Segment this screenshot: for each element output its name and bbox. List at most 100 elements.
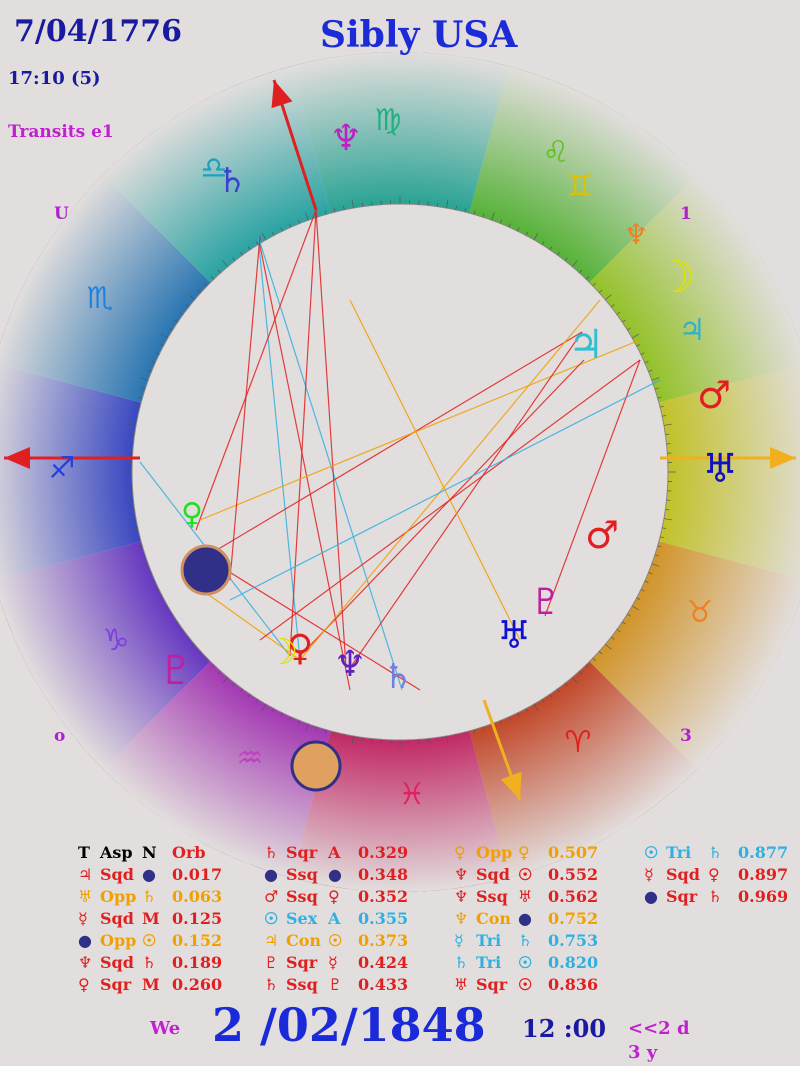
aspect-row: ♄ Tri ☉ 0.820 xyxy=(454,952,604,974)
aspect-type: Sqd xyxy=(100,953,134,972)
degree-tick xyxy=(324,729,327,734)
aspect-orb: 0.552 xyxy=(548,865,599,884)
planet-glyph: ♆ xyxy=(334,644,366,685)
zodiac-sign-glyph: ♎ xyxy=(201,151,228,186)
chart-title: Sibly USA xyxy=(320,14,518,56)
degree-tick xyxy=(128,518,137,521)
degree-tick xyxy=(185,304,190,308)
aspect-natal-planet: ☉ xyxy=(518,953,533,972)
degree-tick xyxy=(174,621,179,625)
zodiac-sign-glyph: ♑ xyxy=(103,623,130,658)
degree-tick xyxy=(343,205,345,210)
degree-tick xyxy=(147,369,152,372)
aspect-type: Sex xyxy=(286,909,318,928)
degree-tick xyxy=(579,670,583,675)
degree-tick xyxy=(564,257,568,262)
transit-time[interactable]: 12 :00 xyxy=(522,1014,607,1043)
aspect-natal-planet: ♄ xyxy=(708,887,723,906)
degree-tick xyxy=(482,213,485,218)
aspect-transit-planet: ● xyxy=(264,865,278,884)
degree-tick xyxy=(541,699,545,703)
degree-tick xyxy=(135,536,141,539)
aspect-row: ☉ Sex A 0.355 xyxy=(264,908,414,930)
aspect-orb: 0.348 xyxy=(358,865,409,884)
transits-label[interactable]: Transits e1 xyxy=(8,122,114,142)
degree-tick xyxy=(654,387,659,390)
step-back-button[interactable]: <<2 d xyxy=(628,1018,690,1039)
transit-date[interactable]: 2 /02/1848 xyxy=(212,998,486,1052)
zodiac-sign-glyph: ♍ xyxy=(375,103,402,138)
aspect-orb: 0.125 xyxy=(172,909,223,928)
degree-tick xyxy=(648,572,653,575)
degree-tick xyxy=(324,210,327,215)
aspect-row: ● Opp ☉ 0.152 xyxy=(78,930,228,952)
aspect-line xyxy=(349,299,521,641)
degree-tick xyxy=(204,282,208,287)
planet-glyph: ♇ xyxy=(530,582,562,623)
aspect-type: Sqr xyxy=(666,887,698,906)
degree-tick xyxy=(446,735,449,744)
degree-tick xyxy=(464,207,467,213)
planet-glyph: ♀ xyxy=(181,497,203,532)
degree-tick xyxy=(517,712,520,717)
aspect-line xyxy=(199,331,583,561)
degree-tick xyxy=(533,232,539,241)
aspect-column-3: ♀ Opp ♀ 0.507 ♆ Sqd ☉ 0.552 ♆ Ssq ♅ 0.562 ♆ Con ● 0.752… xyxy=(454,842,604,996)
aspect-natal-planet: ♄ xyxy=(142,953,157,972)
degree-tick xyxy=(138,545,143,548)
degree-tick xyxy=(631,333,640,339)
degree-tick xyxy=(644,361,649,364)
zodiac-sign-glyph: ♏ xyxy=(87,281,114,316)
degree-tick xyxy=(133,527,138,529)
aspect-column-4: ☉ Tri ♄ 0.877 ☿ Sqd ♀ 0.897 ● Sqr ♄ 0.969 xyxy=(644,842,794,908)
degree-tick xyxy=(549,693,553,698)
degree-tick xyxy=(455,734,457,739)
zodiac-sign-glyph: ♌ xyxy=(543,135,570,170)
degree-tick xyxy=(155,352,160,355)
degree-tick xyxy=(179,629,184,633)
degree-tick xyxy=(592,282,596,287)
planet-glyph: ♃ xyxy=(568,322,604,368)
aspect-orb: 0.433 xyxy=(358,975,409,994)
degree-tick xyxy=(343,734,345,739)
degree-tick xyxy=(138,396,143,399)
degree-tick xyxy=(135,405,141,408)
degree-tick xyxy=(169,327,173,331)
zodiac-sign-glyphs: ♍ ♌♊ ♉ ♈ ♓ ♒ ♑ ♐ ♏ ♎ xyxy=(49,103,714,812)
aspect-natal-planet: ● xyxy=(142,865,156,884)
moon-icon xyxy=(180,544,232,596)
degree-tick xyxy=(627,613,631,617)
planet-glyphs: ♆♄♃☽♃♂♅♂♇♅♄♆♀☽♀♇♆ xyxy=(158,118,738,792)
ic-arrow-head xyxy=(500,771,522,800)
planet-glyph: ♇ xyxy=(158,648,194,694)
aspect-transit-planet: ♃ xyxy=(78,865,93,884)
aspect-orb: 0.836 xyxy=(548,975,599,994)
aspect-natal-planet: ☉ xyxy=(328,931,343,950)
degree-tick xyxy=(549,246,553,251)
degree-tick xyxy=(232,257,236,262)
aspect-transit-planet: ♃ xyxy=(264,931,279,950)
aspect-type: Ssq xyxy=(286,887,318,906)
degree-tick xyxy=(659,405,665,408)
step-unit[interactable]: 3 y xyxy=(628,1042,658,1063)
degree-tick xyxy=(640,352,645,355)
degree-tick xyxy=(305,212,309,221)
degree-tick xyxy=(305,723,309,732)
degree-tick xyxy=(665,508,670,511)
aspect-line xyxy=(257,235,301,661)
planet-glyph: ♆ xyxy=(623,218,648,251)
aspect-orb: 0.752 xyxy=(548,909,599,928)
degree-tick xyxy=(621,319,626,323)
aspect-orb: 0.373 xyxy=(358,931,409,950)
aspect-orb: 0.063 xyxy=(172,887,223,906)
aspect-row: ☿ Sqd ♀ 0.897 xyxy=(644,864,794,886)
aspect-row: ♀ Sqr M 0.260 xyxy=(78,974,228,996)
degree-tick xyxy=(557,688,561,693)
aspect-line xyxy=(259,359,641,641)
degree-tick xyxy=(159,343,164,347)
aspect-transit-planet: ● xyxy=(78,931,92,950)
degree-tick xyxy=(289,716,292,721)
aspect-type: Sqr xyxy=(100,975,132,994)
degree-tick xyxy=(621,621,626,625)
degree-tick xyxy=(222,677,229,684)
